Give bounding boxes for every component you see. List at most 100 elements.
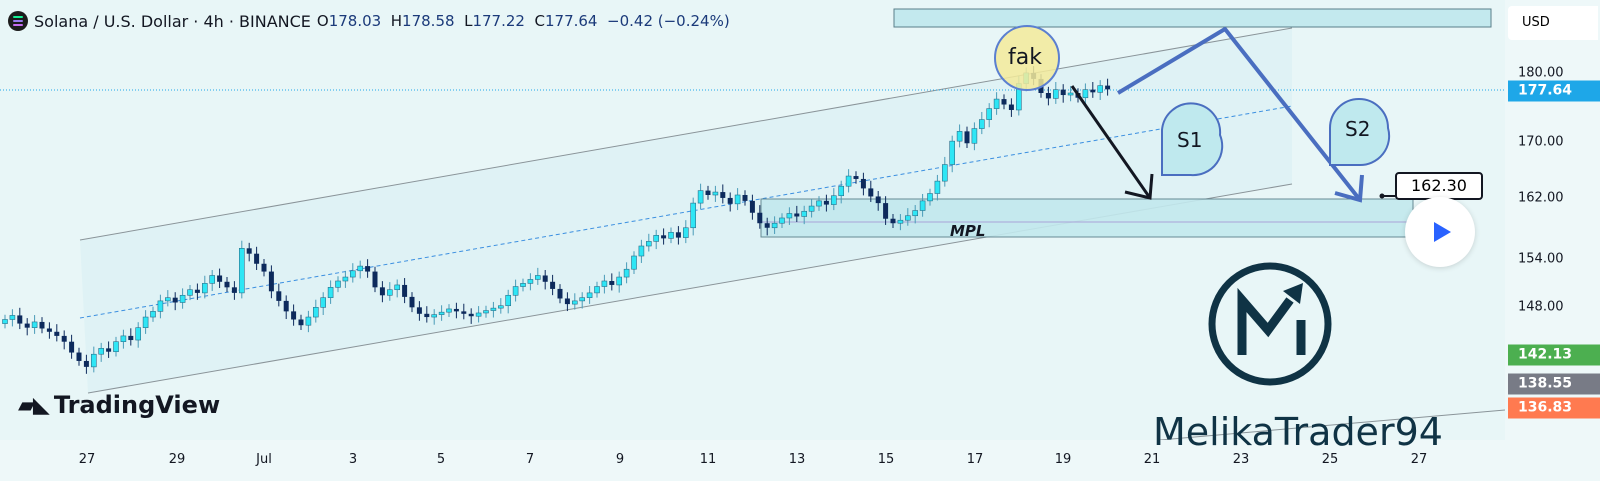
- candle[interactable]: [830, 195, 837, 205]
- candle[interactable]: [246, 248, 252, 254]
- candle[interactable]: [54, 331, 60, 336]
- candle[interactable]: [586, 292, 593, 298]
- candle[interactable]: [142, 316, 149, 328]
- candle[interactable]: [986, 108, 993, 120]
- candle[interactable]: [993, 98, 1000, 109]
- candle[interactable]: [91, 353, 97, 368]
- fake-breakout-marker[interactable]: [994, 25, 1060, 91]
- candle[interactable]: [823, 200, 829, 205]
- projection-path[interactable]: [1116, 27, 1362, 202]
- candle[interactable]: [757, 212, 763, 224]
- candle[interactable]: [276, 291, 282, 301]
- candle[interactable]: [76, 352, 82, 361]
- candle[interactable]: [1001, 99, 1007, 105]
- candle[interactable]: [720, 192, 726, 198]
- candle[interactable]: [209, 275, 215, 284]
- candle[interactable]: [571, 300, 578, 305]
- candle[interactable]: [335, 280, 341, 288]
- channel-upper-line[interactable]: [79, 27, 1293, 241]
- candle[interactable]: [1082, 89, 1089, 99]
- candle[interactable]: [668, 231, 674, 239]
- candle[interactable]: [150, 311, 156, 318]
- candle[interactable]: [83, 360, 89, 367]
- s1-arrow[interactable]: [1070, 85, 1152, 199]
- candle[interactable]: [1097, 85, 1103, 93]
- candle[interactable]: [120, 335, 127, 343]
- candle[interactable]: [838, 185, 845, 197]
- candle[interactable]: [875, 196, 881, 204]
- candle[interactable]: [379, 287, 385, 296]
- candle[interactable]: [1090, 89, 1096, 93]
- candle[interactable]: [31, 321, 38, 328]
- candle[interactable]: [764, 223, 770, 228]
- candle[interactable]: [690, 202, 697, 229]
- candle[interactable]: [179, 294, 186, 303]
- candle[interactable]: [661, 235, 667, 239]
- candle[interactable]: [468, 313, 474, 317]
- candle[interactable]: [46, 328, 52, 332]
- candle[interactable]: [653, 235, 660, 242]
- candle[interactable]: [1045, 93, 1051, 99]
- candle[interactable]: [497, 305, 504, 309]
- candle[interactable]: [1053, 89, 1059, 99]
- candle[interactable]: [964, 131, 970, 144]
- candle[interactable]: [734, 194, 741, 205]
- candle[interactable]: [1008, 104, 1014, 110]
- candle[interactable]: [564, 298, 570, 305]
- candle[interactable]: [616, 276, 623, 286]
- candle[interactable]: [239, 248, 245, 294]
- candle[interactable]: [927, 193, 933, 202]
- candle[interactable]: [305, 316, 312, 326]
- candle[interactable]: [794, 213, 800, 217]
- candle[interactable]: [113, 341, 119, 353]
- candle[interactable]: [17, 315, 23, 324]
- candle[interactable]: [409, 296, 415, 308]
- s1-bubble[interactable]: [1161, 102, 1224, 177]
- candle[interactable]: [187, 289, 193, 296]
- candle[interactable]: [919, 200, 926, 211]
- candle[interactable]: [712, 191, 719, 196]
- mpl-support-zone[interactable]: [760, 198, 1414, 238]
- candle[interactable]: [424, 313, 430, 318]
- channel-mid-line[interactable]: [79, 105, 1293, 319]
- candle[interactable]: [542, 275, 548, 282]
- candle[interactable]: [675, 232, 681, 238]
- candle[interactable]: [2, 319, 8, 324]
- s2-bubble[interactable]: [1329, 98, 1391, 167]
- candle[interactable]: [934, 180, 941, 194]
- candle[interactable]: [261, 263, 267, 272]
- candle[interactable]: [128, 335, 134, 341]
- target-price-callout[interactable]: 162.30: [1395, 172, 1483, 200]
- candle[interactable]: [224, 281, 230, 288]
- candle[interactable]: [941, 164, 948, 182]
- candle[interactable]: [475, 312, 482, 317]
- trend-line-bottom[interactable]: [1159, 409, 1505, 440]
- candle[interactable]: [327, 287, 334, 298]
- candle[interactable]: [978, 119, 985, 129]
- candle[interactable]: [39, 321, 45, 329]
- candle[interactable]: [771, 222, 778, 229]
- candle[interactable]: [853, 176, 859, 179]
- candle[interactable]: [61, 335, 67, 342]
- candle[interactable]: [490, 307, 497, 311]
- candle[interactable]: [682, 227, 689, 238]
- candle[interactable]: [135, 327, 141, 341]
- candle[interactable]: [312, 307, 319, 318]
- candle[interactable]: [971, 128, 978, 144]
- candle[interactable]: [254, 253, 260, 264]
- candle[interactable]: [868, 188, 874, 197]
- candle[interactable]: [1105, 85, 1111, 90]
- candle[interactable]: [483, 310, 489, 314]
- candle[interactable]: [808, 205, 815, 212]
- candle[interactable]: [609, 280, 615, 285]
- candle[interactable]: [453, 308, 459, 312]
- candle[interactable]: [402, 284, 408, 297]
- candle[interactable]: [1060, 89, 1066, 96]
- candle[interactable]: [24, 323, 30, 328]
- candle[interactable]: [579, 297, 586, 302]
- candle[interactable]: [172, 297, 178, 303]
- candle[interactable]: [106, 348, 112, 352]
- candle[interactable]: [890, 218, 896, 224]
- candle[interactable]: [742, 194, 748, 201]
- candle[interactable]: [904, 215, 911, 221]
